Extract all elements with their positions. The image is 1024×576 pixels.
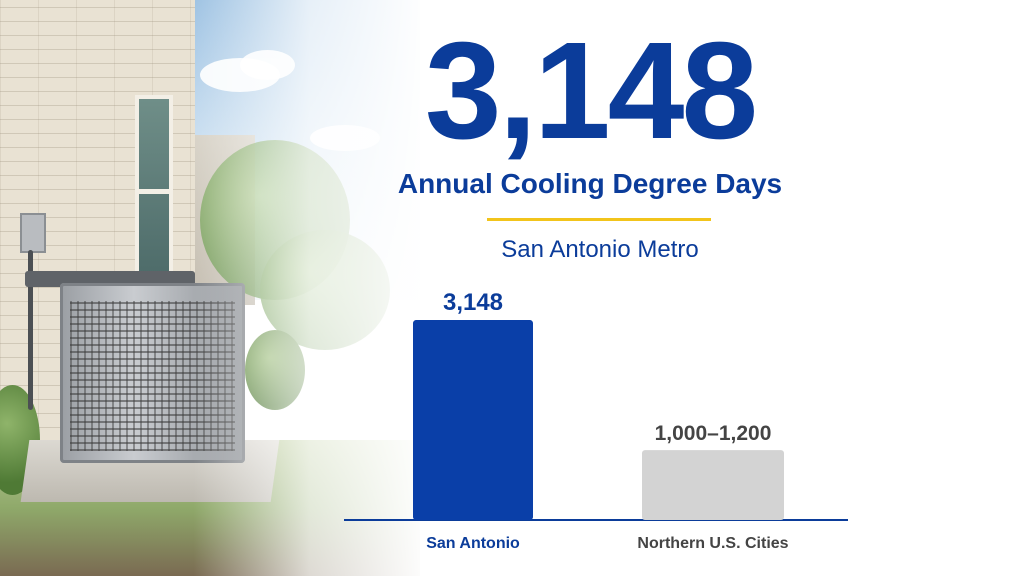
category-label: San Antonio	[426, 535, 520, 552]
chart-subtitle: San Antonio Metro	[501, 236, 699, 263]
category-label: Northern U.S. Cities	[637, 535, 788, 552]
background-photo	[0, 0, 420, 576]
headline-label: Annual Cooling Degree Days	[397, 168, 783, 199]
bar-value-label: 1,000–1,200	[655, 422, 772, 445]
accent-divider	[487, 218, 711, 221]
bar-value-label: 3,148	[443, 289, 503, 316]
bar-northern-u-s-cities	[642, 450, 784, 520]
photo-fade-overlay	[0, 0, 420, 576]
bar-san-antonio	[413, 320, 533, 520]
headline-value: 3,148	[424, 14, 758, 168]
